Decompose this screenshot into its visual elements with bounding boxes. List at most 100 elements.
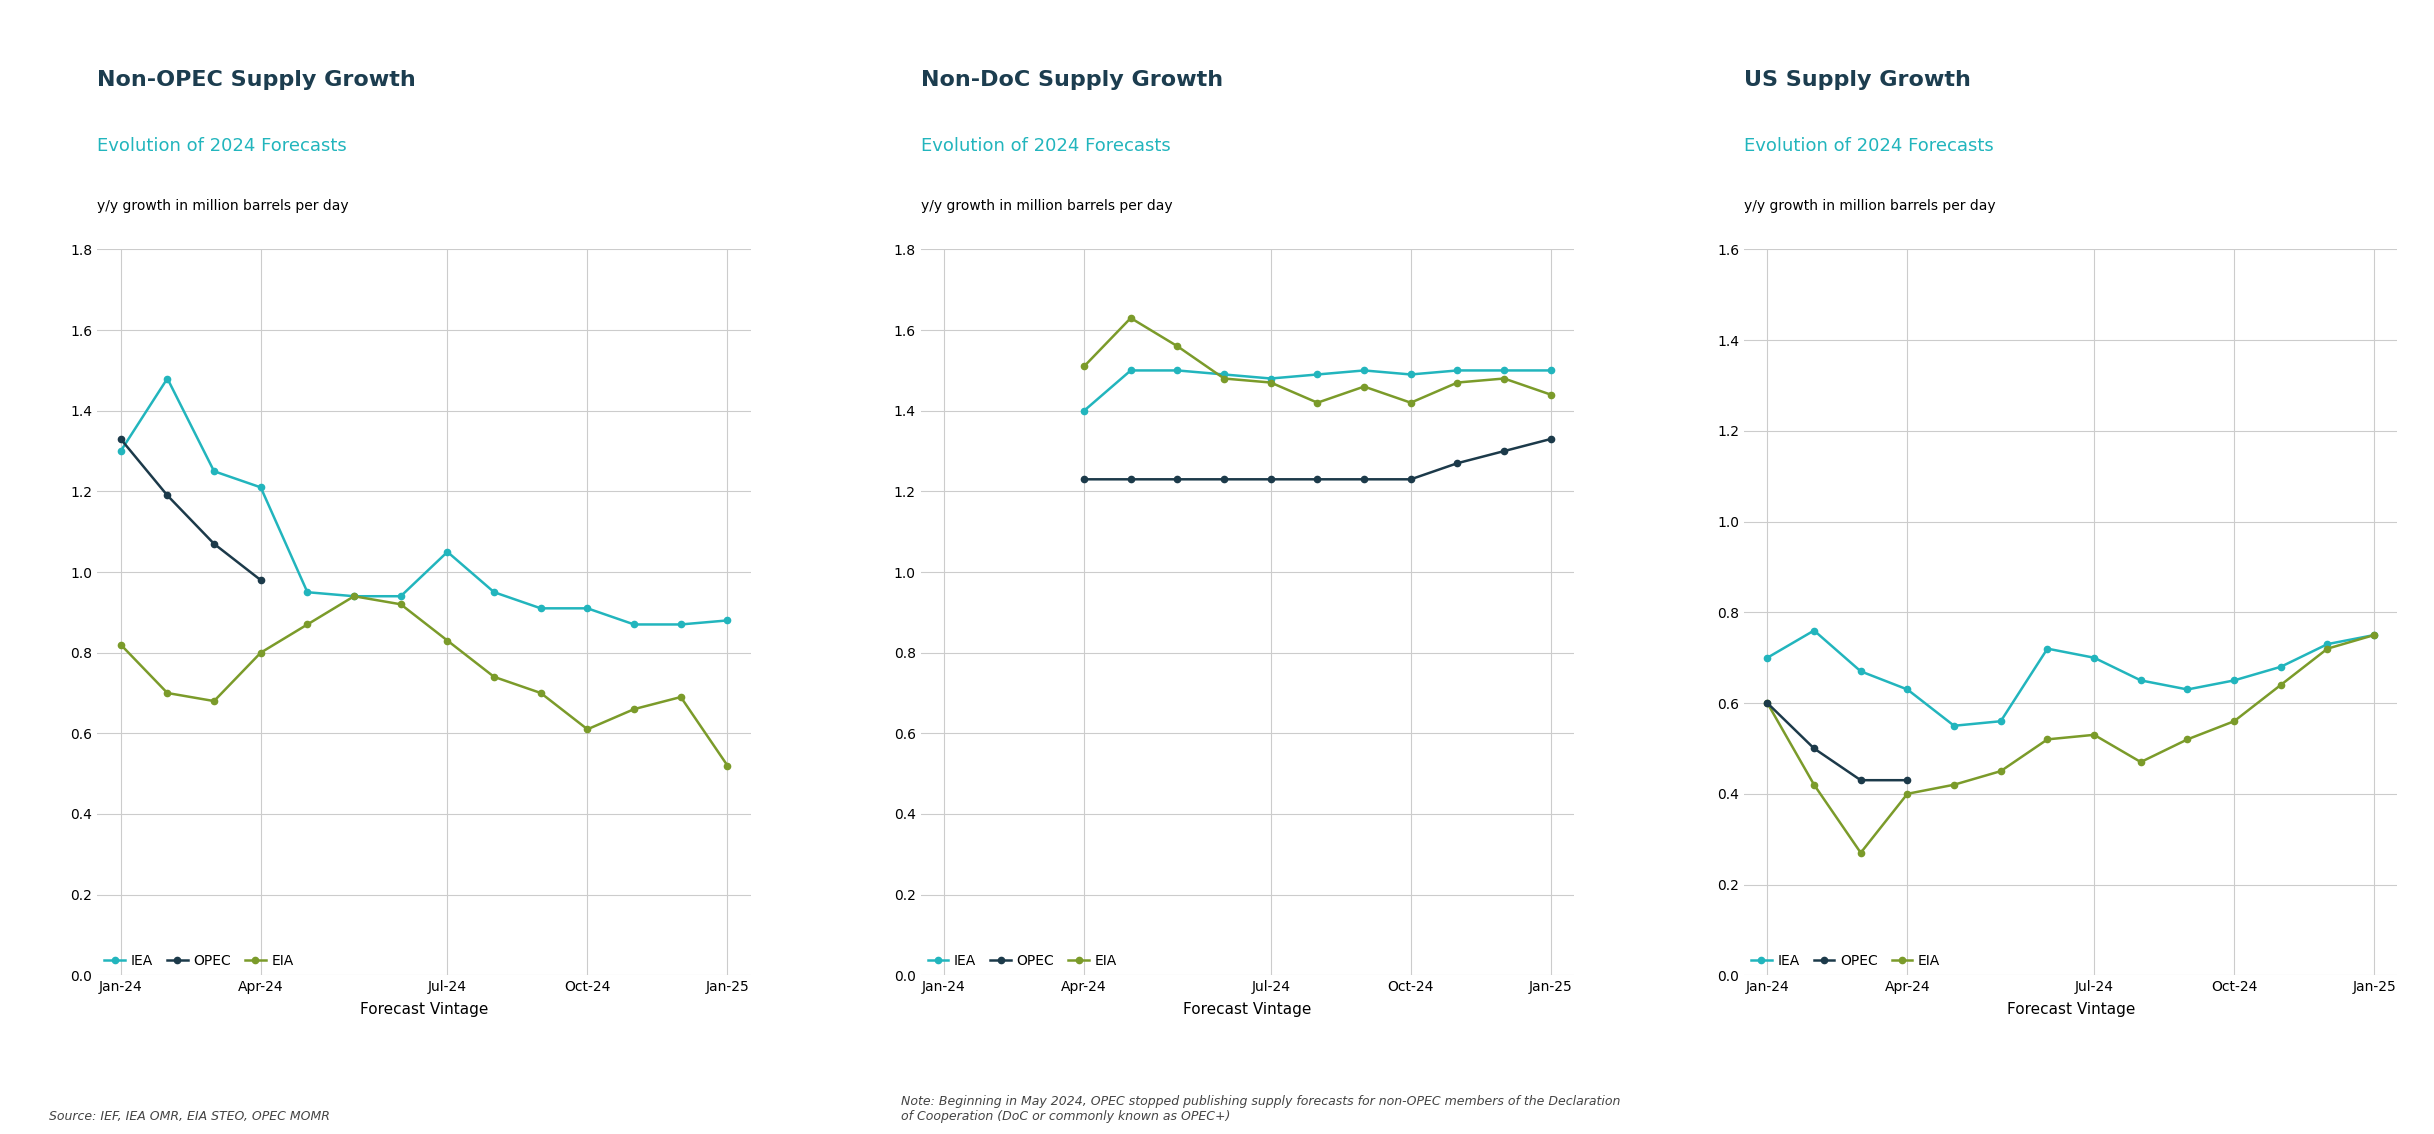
OPEC	[1397, 473, 1426, 486]
EIA	[1536, 388, 1565, 401]
IEA	[246, 481, 275, 494]
EIA	[246, 646, 275, 660]
IEA	[387, 590, 416, 603]
EIA	[292, 618, 321, 632]
EIA	[1163, 339, 1193, 353]
IEA	[1397, 367, 1426, 381]
IEA	[2266, 660, 2295, 674]
IEA	[1302, 367, 1331, 381]
Text: Source: IEF, IEA OMR, EIA STEO, OPEC MOMR: Source: IEF, IEA OMR, EIA STEO, OPEC MOM…	[49, 1110, 329, 1123]
Legend: IEA, OPEC, EIA: IEA, OPEC, EIA	[1750, 955, 1940, 968]
IEA	[479, 585, 509, 599]
IEA	[1940, 719, 1969, 733]
EIA	[1845, 846, 1874, 860]
IEA	[2359, 628, 2388, 642]
EIA	[2266, 678, 2295, 692]
EIA	[1443, 375, 1473, 389]
Text: Note: Beginning in May 2024, OPEC stopped publishing supply forecasts for non-OP: Note: Beginning in May 2024, OPEC stoppe…	[901, 1094, 1621, 1123]
EIA	[1210, 372, 1239, 386]
Text: US Supply Growth: US Supply Growth	[1745, 70, 1972, 90]
Text: y/y growth in million barrels per day: y/y growth in million barrels per day	[97, 200, 348, 213]
EIA	[153, 686, 183, 700]
EIA	[621, 702, 650, 716]
EIA	[572, 722, 601, 736]
X-axis label: Forecast Vintage: Forecast Vintage	[360, 1002, 489, 1017]
IEA	[338, 590, 368, 603]
Line: OPEC: OPEC	[117, 435, 263, 583]
IEA	[2220, 674, 2249, 687]
EIA	[1894, 787, 1923, 801]
Line: OPEC: OPEC	[1081, 435, 1553, 482]
EIA	[1348, 380, 1378, 393]
Legend: IEA, OPEC, EIA: IEA, OPEC, EIA	[105, 955, 295, 968]
EIA	[2359, 628, 2388, 642]
OPEC	[1490, 445, 1519, 458]
EIA	[1397, 396, 1426, 409]
EIA	[2312, 642, 2342, 655]
IEA	[153, 372, 183, 386]
Line: EIA: EIA	[1765, 632, 2378, 856]
Legend: IEA, OPEC, EIA: IEA, OPEC, EIA	[927, 955, 1117, 968]
OPEC	[1348, 473, 1378, 486]
EIA	[200, 694, 229, 708]
EIA	[1069, 359, 1098, 373]
IEA	[2312, 637, 2342, 651]
EIA	[1986, 764, 2015, 778]
OPEC	[153, 489, 183, 502]
IEA	[1117, 364, 1146, 378]
IEA	[713, 613, 742, 627]
IEA	[1210, 367, 1239, 381]
EIA	[1752, 696, 1782, 710]
IEA	[1069, 404, 1098, 417]
EIA	[2220, 714, 2249, 728]
X-axis label: Forecast Vintage: Forecast Vintage	[2006, 1002, 2135, 1017]
OPEC	[1069, 473, 1098, 486]
EIA	[713, 759, 742, 772]
OPEC	[1210, 473, 1239, 486]
OPEC	[1845, 773, 1874, 787]
EIA	[1256, 375, 1285, 389]
Text: Evolution of 2024 Forecasts: Evolution of 2024 Forecasts	[920, 137, 1171, 155]
EIA	[2079, 728, 2108, 742]
Line: IEA: IEA	[117, 375, 730, 627]
EIA	[1490, 372, 1519, 386]
IEA	[2079, 651, 2108, 665]
EIA	[667, 691, 696, 704]
OPEC	[1536, 432, 1565, 446]
Text: y/y growth in million barrels per day: y/y growth in million barrels per day	[1745, 200, 1996, 213]
EIA	[479, 670, 509, 684]
EIA	[526, 686, 555, 700]
EIA	[1799, 778, 1828, 792]
EIA	[338, 590, 368, 603]
Line: EIA: EIA	[1081, 315, 1553, 406]
IEA	[1490, 364, 1519, 378]
EIA	[387, 598, 416, 611]
IEA	[1348, 364, 1378, 378]
IEA	[1752, 651, 1782, 665]
EIA	[2032, 733, 2062, 746]
IEA	[621, 618, 650, 632]
IEA	[292, 585, 321, 599]
Line: OPEC: OPEC	[1765, 700, 1911, 784]
IEA	[2174, 683, 2203, 696]
Line: IEA: IEA	[1081, 367, 1553, 414]
EIA	[2174, 733, 2203, 746]
IEA	[572, 601, 601, 615]
IEA	[1799, 624, 1828, 637]
OPEC	[1302, 473, 1331, 486]
EIA	[2127, 755, 2157, 769]
Text: Evolution of 2024 Forecasts: Evolution of 2024 Forecasts	[97, 137, 348, 155]
IEA	[1256, 372, 1285, 386]
OPEC	[1799, 742, 1828, 755]
OPEC	[200, 538, 229, 551]
IEA	[1163, 364, 1193, 378]
OPEC	[1117, 473, 1146, 486]
EIA	[433, 634, 462, 648]
IEA	[107, 445, 136, 458]
OPEC	[1163, 473, 1193, 486]
Line: IEA: IEA	[1765, 627, 2378, 729]
Line: EIA: EIA	[117, 593, 730, 769]
IEA	[1443, 364, 1473, 378]
IEA	[667, 618, 696, 632]
Text: Non-DoC Supply Growth: Non-DoC Supply Growth	[920, 70, 1222, 90]
